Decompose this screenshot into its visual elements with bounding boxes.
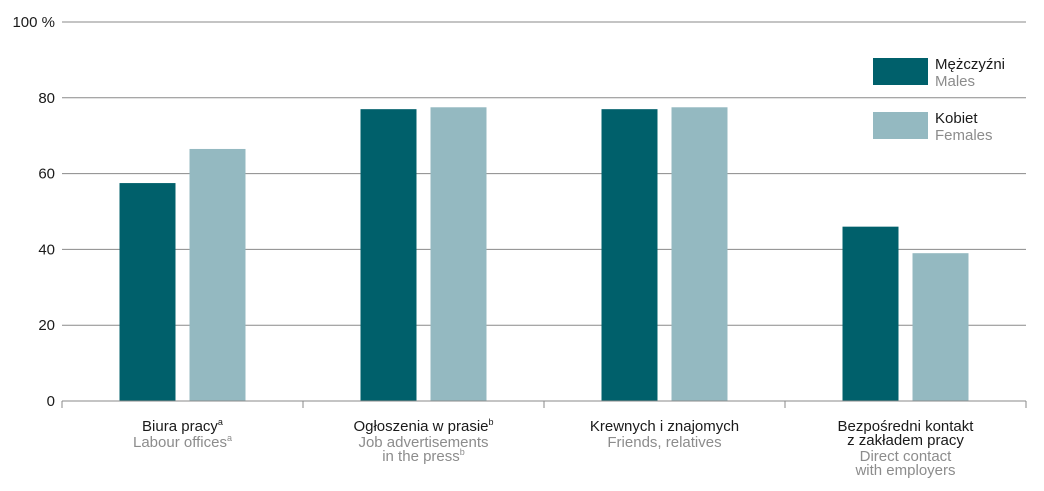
bar-females-2: [671, 107, 728, 402]
category-label-en-1: Job advertisements: [358, 434, 488, 451]
y-tick-label-60: 60: [38, 166, 55, 183]
legend-label-pl-0: Mężczyźni: [935, 56, 1005, 73]
legend-label-en-0: Males: [935, 73, 975, 90]
y-tick-labels: 0 20 40 60 80 100 %: [12, 14, 55, 410]
bar-females-1: [430, 107, 487, 402]
bar-females-0: [189, 148, 246, 401]
x-axis: [61, 400, 1027, 408]
bar-males-1: [360, 109, 417, 402]
bar-females-3: [912, 253, 969, 401]
bar-males-2: [601, 109, 658, 402]
category-label-en-2: Friends, relatives: [607, 434, 721, 451]
category-label-en-3: Direct contact: [860, 448, 953, 465]
category-label-en-1: in the pressb: [382, 447, 465, 465]
bar-males-0: [119, 183, 176, 401]
y-tick-label-0: 0: [47, 393, 55, 410]
y-tick-label-100: 100 %: [12, 14, 55, 31]
category-label-pl-3: z zakładem pracy: [847, 432, 964, 449]
category-label-pl-3: Bezpośredni kontakt: [838, 418, 975, 435]
category-label-en-0: Labour officesa: [133, 433, 232, 451]
bar-males-3: [842, 226, 899, 401]
y-tick-label-80: 80: [38, 90, 55, 107]
category-label-pl-1: Ogłoszenia w prasieb: [353, 417, 493, 435]
category-label-pl-0: Biura pracya: [142, 417, 223, 435]
y-tick-label-20: 20: [38, 317, 55, 334]
bars: [119, 107, 969, 402]
legend-label-en-1: Females: [935, 127, 993, 144]
legend-swatch-females: [873, 112, 928, 139]
legend-swatch-males: [873, 58, 928, 85]
category-label-pl-2: Krewnych i znajomych: [590, 418, 739, 435]
y-tick-label-40: 40: [38, 241, 55, 258]
category-label-en-3: with employers: [854, 462, 955, 479]
legend-label-pl-1: Kobiet: [935, 110, 978, 127]
